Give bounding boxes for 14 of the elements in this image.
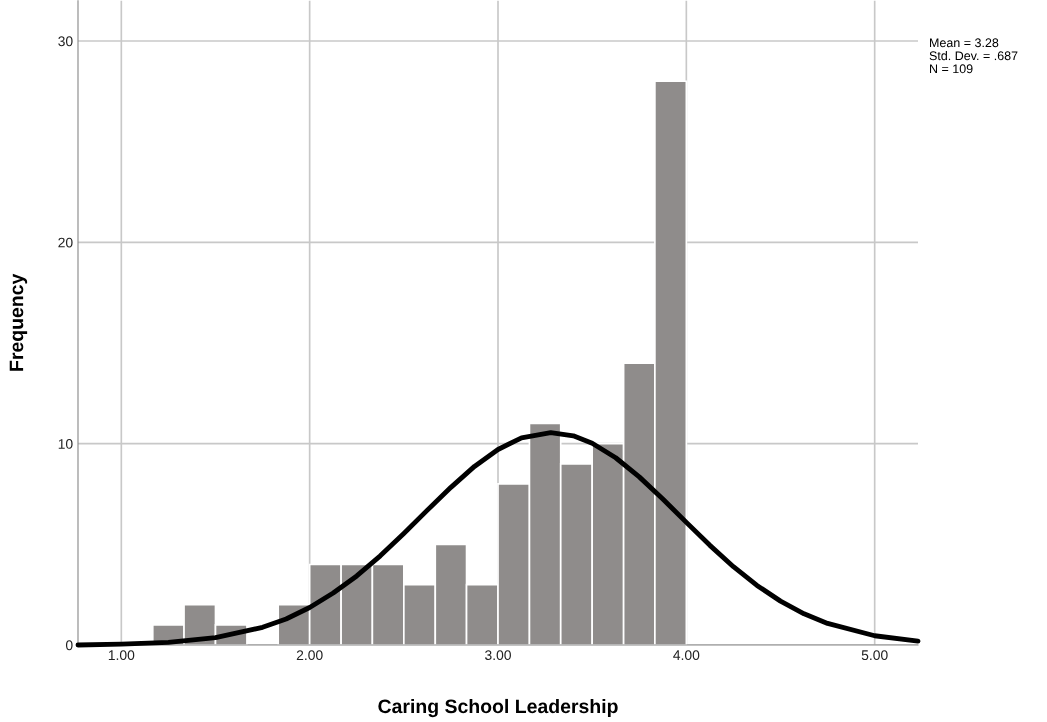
y-tick-label: 10 [58,439,73,449]
x-tick-label: 3.00 [485,650,511,661]
text: N = 109 [930,64,973,74]
text: Std. Dev. = .687 [929,51,1018,61]
x-tick-label: 2.00 [296,650,323,661]
y-tick-label: 20 [58,237,73,248]
x-tick-label: 5.00 [861,650,888,661]
y-tick-label: 30 [58,36,73,47]
x-tick-label: 1.00 [108,650,135,661]
x-tick-label: 4.00 [673,650,700,661]
text: Mean = 3.28 [930,38,999,48]
y-tick-label: 0 [65,640,73,651]
x-axis-title: Caring School Leadership [378,698,618,718]
y-axis-title: Frequency [9,273,28,371]
